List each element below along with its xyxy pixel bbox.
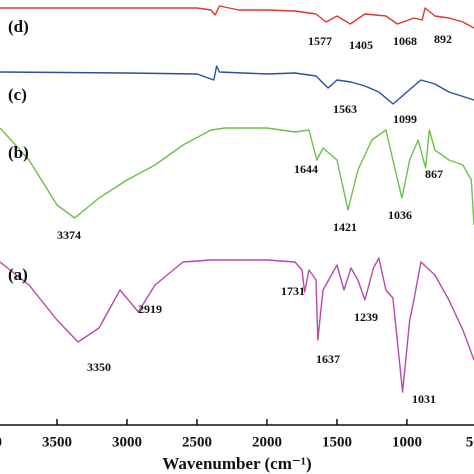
x-tick-label: 500: [466, 434, 474, 450]
x-tick-label: 3000: [112, 434, 142, 450]
spectrum-line: [0, 65, 474, 105]
peak-label: 3350: [87, 360, 111, 374]
peak-label: 3374: [57, 228, 81, 242]
x-tick-label: 3500: [42, 434, 72, 450]
x-tick-label: 2000: [252, 434, 282, 450]
peak-label: 1563: [333, 102, 357, 116]
peak-label: 1239: [354, 310, 378, 324]
x-tick-label: 4000: [0, 434, 2, 450]
peak-label: 1031: [412, 392, 436, 406]
spectrum-line: [0, 5, 474, 29]
peak-label: 1421: [333, 220, 357, 234]
x-tick-label: 1000: [392, 434, 422, 450]
peak-label: 1644: [294, 162, 318, 176]
peak-label: 2919: [138, 302, 162, 316]
peak-label: 1405: [349, 38, 373, 52]
x-tick-label: 1500: [322, 434, 352, 450]
x-tick-label: 2500: [182, 434, 212, 450]
x-axis-title: Wavenumber (cm⁻¹): [162, 454, 311, 473]
peak-label: 892: [434, 32, 452, 46]
peak-label: 867: [425, 167, 443, 181]
peak-label: 1731: [281, 284, 305, 298]
peak-label: 1577: [308, 34, 332, 48]
series-label: (a): [8, 265, 28, 284]
peak-label: 1099: [393, 112, 417, 126]
peak-label: 1036: [388, 208, 412, 222]
peak-label: 1068: [393, 34, 417, 48]
spectrum-line: [0, 257, 474, 393]
series-label: (d): [8, 17, 29, 36]
series-label: (b): [8, 143, 29, 162]
peak-label: 1637: [316, 352, 340, 366]
series-label: (c): [8, 85, 27, 104]
spectrum-line: [0, 127, 474, 226]
